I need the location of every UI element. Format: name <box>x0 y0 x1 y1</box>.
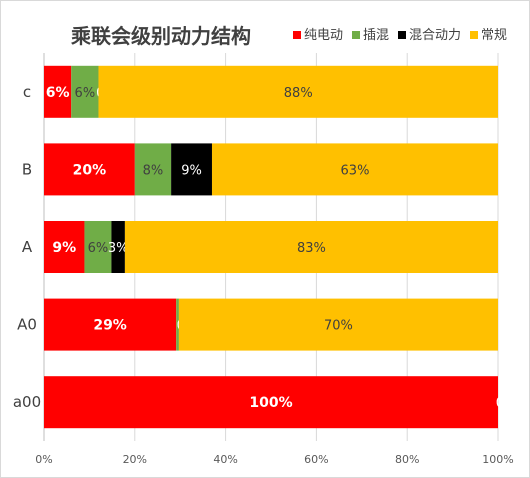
x-tick-label: 40% <box>213 453 237 466</box>
bar-segment <box>44 143 135 196</box>
bar-segment <box>44 298 177 351</box>
bar-segment <box>176 298 179 351</box>
data-label: 6% <box>46 85 70 101</box>
data-label: 8% <box>143 163 164 178</box>
data-label: 88% <box>284 86 313 101</box>
bar-segment <box>211 143 499 196</box>
category-labels: c B A A0 a00 <box>13 83 41 411</box>
data-label: 100% <box>249 395 292 411</box>
data-label: 6% <box>88 241 109 256</box>
legend-swatch <box>293 31 301 39</box>
bar-segment <box>44 65 72 118</box>
data-label: 29% <box>93 318 127 334</box>
data-label: 20% <box>73 162 107 178</box>
legend-label: 纯电动 <box>304 28 343 43</box>
bar-segment <box>84 221 112 273</box>
bar-segment <box>98 65 498 118</box>
data-label: 9% <box>181 163 202 178</box>
data-label: 63% <box>341 163 370 178</box>
bar-segment <box>178 298 498 351</box>
x-tick-labels: 0% 20% 40% 60% 80% 100% <box>35 453 513 466</box>
legend: 纯电动 插混 混合动力 常规 <box>293 28 507 43</box>
legend-swatch <box>352 31 360 39</box>
chart-title: 乘联会级别动力结构 <box>70 24 251 48</box>
legend-swatch <box>470 31 478 39</box>
data-label: 3% <box>108 241 129 256</box>
x-tick-label: 80% <box>395 453 419 466</box>
x-tick-label: 100% <box>482 453 513 466</box>
category-label: A <box>22 238 33 256</box>
bar-segment <box>71 65 99 118</box>
category-label: A0 <box>17 316 37 334</box>
bar-segment <box>44 221 85 273</box>
legend-label: 插混 <box>363 28 389 43</box>
legend-label: 混合动力 <box>409 28 461 43</box>
data-label: 6% <box>75 86 96 101</box>
legend-label: 常规 <box>481 28 507 43</box>
bar-segment <box>171 143 212 196</box>
bars: 6%6%0%88%20%8%9%63%9%6%3%83%29%0%70%100%… <box>44 65 517 429</box>
x-tick-label: 0% <box>35 453 52 466</box>
bar-segment <box>111 221 125 273</box>
category-label: B <box>22 160 32 178</box>
data-label: 70% <box>324 319 353 334</box>
bar-segment <box>44 376 498 429</box>
data-label: 0% <box>496 396 517 411</box>
data-label: 83% <box>297 241 326 256</box>
x-tick-label: 20% <box>123 453 147 466</box>
bar-segment <box>134 143 172 196</box>
category-label: c <box>23 83 31 101</box>
category-label: a00 <box>13 393 41 411</box>
bar-segment <box>124 221 498 273</box>
x-tick-label: 60% <box>304 453 328 466</box>
legend-swatch <box>398 31 406 39</box>
data-label: 9% <box>52 240 76 256</box>
